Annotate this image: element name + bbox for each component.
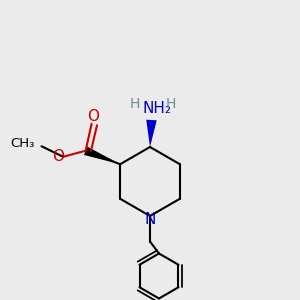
Text: CH₃: CH₃	[11, 137, 35, 150]
Text: O: O	[87, 109, 99, 124]
Polygon shape	[84, 147, 120, 164]
Text: H: H	[166, 97, 176, 110]
Text: N: N	[144, 212, 156, 227]
Text: H: H	[130, 97, 140, 110]
Text: NH₂: NH₂	[143, 101, 172, 116]
Polygon shape	[146, 120, 157, 147]
Text: O: O	[52, 149, 64, 164]
